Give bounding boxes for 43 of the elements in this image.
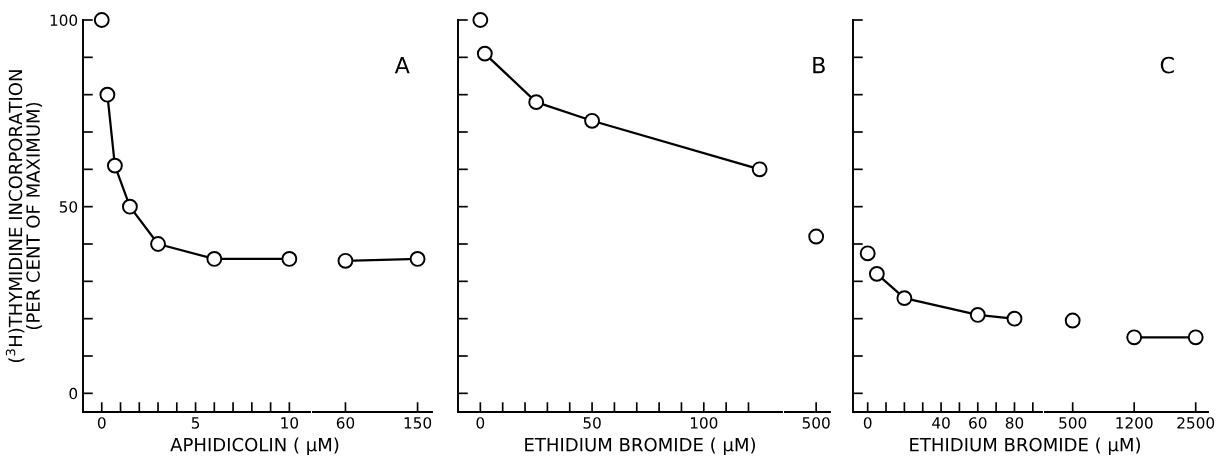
x-tick-label: 10 xyxy=(281,417,299,429)
x-axis-title: ETHIDIUM BROMIDE ( μM) xyxy=(525,437,755,455)
x-tick-label: 100 xyxy=(690,417,718,429)
point xyxy=(969,307,986,323)
point xyxy=(206,251,223,267)
x-axis-title: APHIDICOLIN ( μM) xyxy=(170,437,339,455)
point xyxy=(476,45,493,62)
point xyxy=(896,290,913,307)
point xyxy=(150,236,166,252)
x-tick-label: 0 xyxy=(863,417,872,429)
point xyxy=(751,161,768,178)
x-tick-label: 5 xyxy=(191,417,200,429)
x-tick-label: 50 xyxy=(583,417,601,429)
point xyxy=(859,245,876,262)
x-tick-label: 60 xyxy=(336,417,355,429)
y-tick-label: 50 xyxy=(59,201,78,213)
point xyxy=(106,157,123,174)
x-tick-label: 0 xyxy=(476,417,485,429)
x-tick-label: 60 xyxy=(969,417,987,429)
point xyxy=(281,251,298,267)
x-tick-label: 0 xyxy=(97,417,106,429)
x-tick-label: 2500 xyxy=(1177,417,1215,429)
y-tick-label: 0 xyxy=(69,387,78,400)
y-axis-title: ($^{3}$H)THYMIDINE INCORPORATION (PER CENT OF MAXIMUM) xyxy=(5,70,43,363)
x-tick-label: 150 xyxy=(404,417,432,429)
x-tick-label: 40 xyxy=(932,417,950,429)
x-tick-label: 500 xyxy=(1059,417,1087,429)
y-tick-label: 100 xyxy=(50,14,78,27)
point xyxy=(868,265,885,282)
x-axis-title: ETHIDIUM BROMIDE ( μM) xyxy=(910,437,1140,455)
annotation: A xyxy=(394,56,410,74)
point xyxy=(121,198,138,215)
x-tick-label: 80 xyxy=(1005,417,1024,429)
point xyxy=(472,12,489,28)
annotation: B xyxy=(813,56,825,74)
x-tick-label: 1200 xyxy=(1116,417,1153,429)
annotation: C xyxy=(1160,56,1174,74)
point xyxy=(1006,310,1023,327)
point xyxy=(528,94,545,111)
point xyxy=(99,86,116,103)
point xyxy=(584,112,600,129)
point xyxy=(93,12,110,28)
x-tick-label: 500 xyxy=(802,417,830,429)
